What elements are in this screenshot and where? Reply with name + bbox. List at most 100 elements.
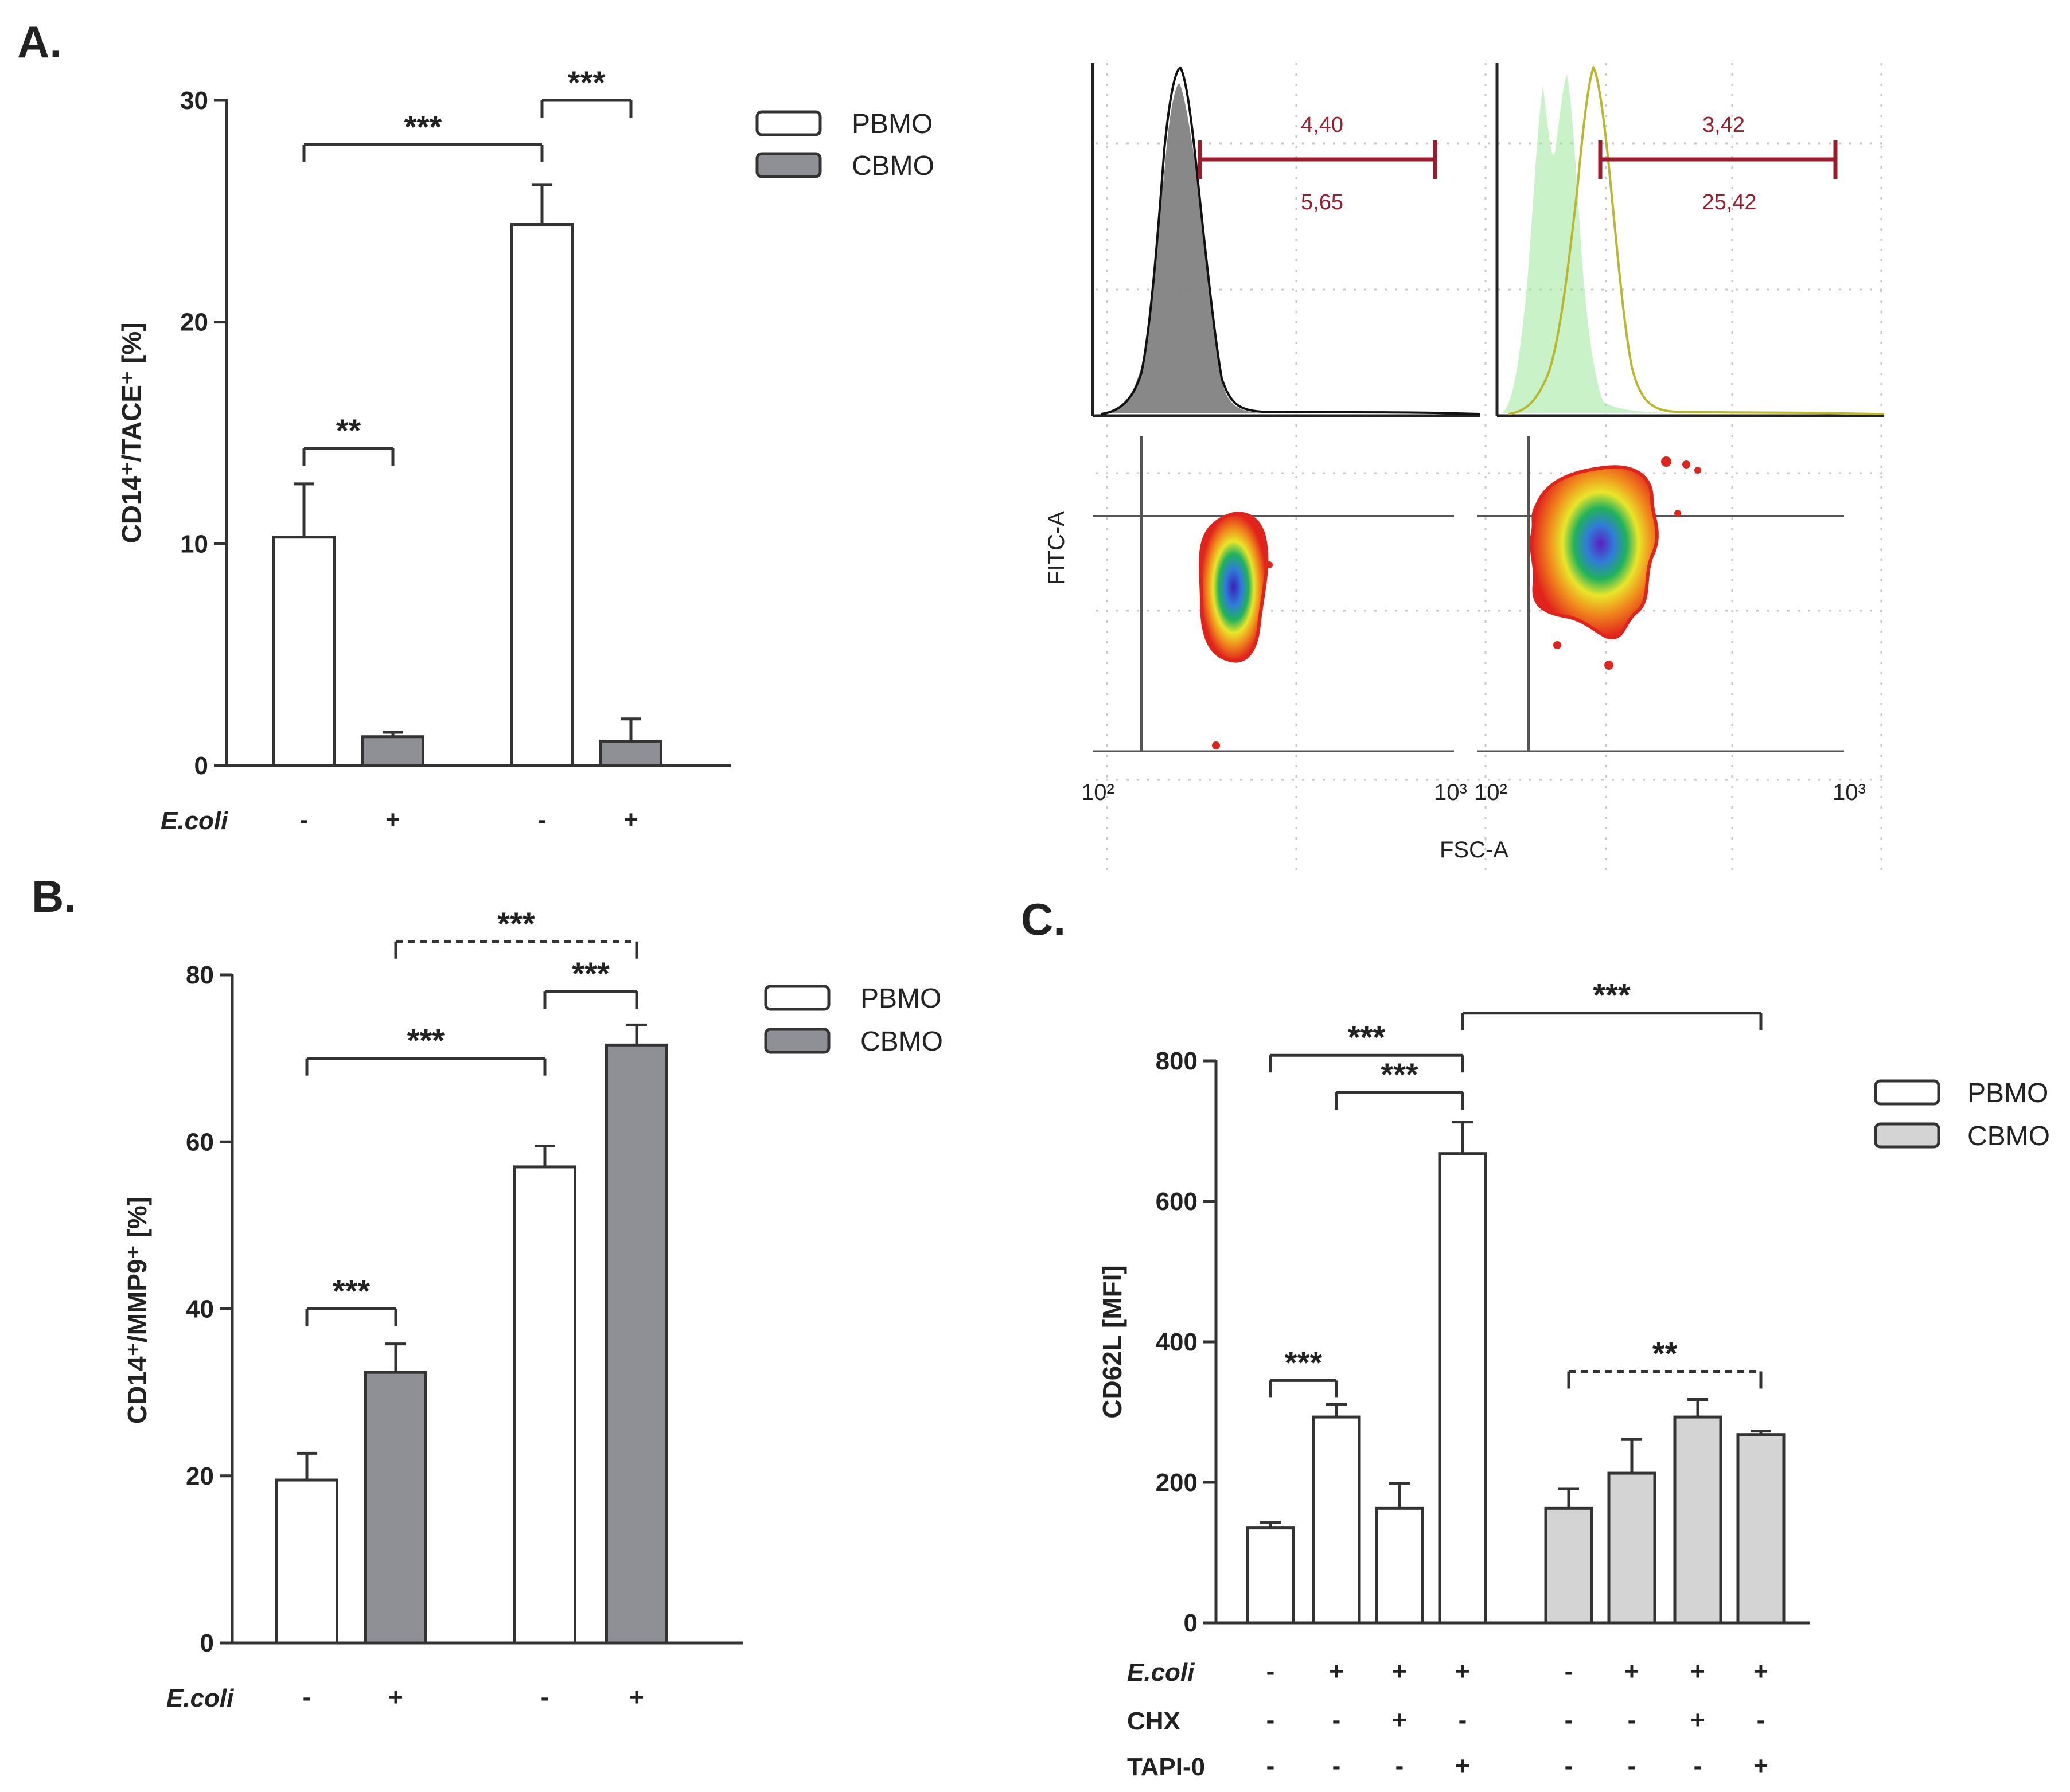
flow-tick-left-high: 10³ (1434, 780, 1467, 805)
condition-row-label: E.coli (166, 1684, 234, 1712)
condition-sign: + (388, 1683, 403, 1711)
sig-label: *** (404, 108, 442, 145)
sig-label: *** (1285, 1344, 1323, 1380)
condition-sign: + (1690, 1706, 1705, 1734)
sig-label: *** (1381, 1056, 1418, 1092)
condition-sign: + (629, 1683, 644, 1711)
flow-tick-right-low: 10² (1474, 780, 1507, 805)
condition-sign: - (538, 806, 547, 834)
legend-a-cbmo-label: CBMO (852, 151, 934, 181)
condition-sign: - (1332, 1752, 1341, 1780)
flow-histogram-left: 4,40 5,65 (1091, 63, 1480, 417)
bar-cbmo (1607, 1471, 1656, 1625)
condition-sign: - (1694, 1752, 1702, 1780)
bar-cbmo (364, 1371, 427, 1645)
density-left-cloud (1199, 512, 1269, 663)
condition-sign: - (1266, 1752, 1275, 1780)
condition-sign: - (1266, 1657, 1275, 1685)
y-tick-label: 20 (186, 1462, 214, 1490)
sig-label: ** (336, 412, 361, 448)
condition-sign: - (541, 1683, 549, 1711)
flow-xlabel: FSC-A (1440, 837, 1508, 862)
condition-sign: + (1624, 1657, 1639, 1685)
y-tick-label: 0 (194, 752, 208, 780)
flow-tick-left-low: 10² (1081, 780, 1114, 805)
legend-c-cbmo-swatch (1874, 1122, 1940, 1149)
y-tick-label: 0 (200, 1629, 214, 1657)
sig-label: *** (1593, 977, 1631, 1013)
condition-sign: - (1757, 1706, 1765, 1734)
sig-label: *** (497, 905, 535, 942)
y-tick-label: 0 (1184, 1609, 1198, 1637)
condition-sign: + (1455, 1752, 1470, 1780)
bar-pbmo (1375, 1506, 1424, 1625)
legend-b: PBMO CBMO (764, 983, 943, 1057)
histogram-right-isotype-fill (1503, 75, 1686, 413)
legend-b-cbmo-swatch (764, 1028, 831, 1054)
condition-sign: + (1455, 1657, 1470, 1685)
chart-c-cd62l: 0 200 400 600 800 CD62L [MFI] - - - + - - + + - + - + - - - +… (1097, 977, 1810, 1781)
bar-pbmo (1246, 1526, 1295, 1625)
condition-sign: + (1392, 1706, 1407, 1734)
condition-sign: + (1392, 1657, 1407, 1685)
density-right-cloud (1530, 465, 1659, 639)
flow-density-left (1093, 436, 1454, 752)
condition-sign: + (1329, 1657, 1344, 1685)
condition-sign: - (1459, 1706, 1467, 1734)
flow-density-right (1477, 436, 1844, 752)
bar-cbmo (1736, 1433, 1786, 1625)
condition-sign: - (1332, 1706, 1341, 1734)
flow-ylabel: FITC-A (1044, 511, 1069, 585)
panel-label-a: A. (17, 17, 62, 67)
sig-label: ** (1652, 1335, 1678, 1371)
legend-a-pbmo-swatch (755, 110, 822, 136)
gate-left-upper-value: 4,40 (1301, 113, 1343, 137)
bar-pbmo (1312, 1415, 1361, 1625)
condition-sign: + (623, 806, 638, 834)
y-tick-label: 80 (186, 961, 214, 989)
bar-pbmo (275, 1478, 338, 1645)
bar-pbmo (513, 1165, 576, 1645)
legend-c-pbmo-swatch (1874, 1079, 1940, 1106)
condition-sign: - (300, 806, 309, 834)
gate-right-upper-value: 3,42 (1702, 113, 1745, 137)
bar-pbmo (510, 223, 574, 767)
legend-a-pbmo-label: PBMO (852, 109, 933, 139)
condition-sign: + (1753, 1752, 1768, 1780)
condition-sign: + (1753, 1657, 1768, 1685)
panel-label-c: C. (1021, 894, 1066, 944)
legend-b-pbmo-label: PBMO (860, 983, 941, 1014)
bar-cbmo (599, 739, 662, 767)
y-axis-label: CD62L [MFI] (1097, 1265, 1127, 1419)
y-axis-label: CD14⁺/MMP9⁺ [%] (122, 1197, 152, 1424)
condition-sign: - (1628, 1752, 1636, 1780)
gate-right-lower-value: 25,42 (1702, 190, 1756, 214)
panel-label-b: B. (32, 871, 76, 922)
legend-b-pbmo-swatch (764, 985, 831, 1011)
sig-label: *** (568, 64, 606, 100)
y-tick-label: 30 (180, 87, 208, 115)
bar-cbmo (1544, 1506, 1593, 1625)
y-tick-label: 800 (1156, 1047, 1198, 1075)
legend-c-pbmo-label: PBMO (1967, 1078, 2048, 1108)
y-tick-label: 60 (186, 1128, 214, 1156)
histogram-left-isotype-fill (1107, 83, 1262, 413)
condition-sign: - (1565, 1706, 1573, 1734)
condition-row-label: E.coli (1127, 1658, 1195, 1686)
bar-cbmo (361, 735, 424, 767)
condition-sign: - (1565, 1752, 1573, 1780)
bar-pbmo (1438, 1152, 1487, 1625)
condition-sign: + (1690, 1657, 1705, 1685)
sig-label: *** (333, 1273, 371, 1309)
sig-label: *** (1348, 1019, 1386, 1055)
condition-sign: - (1565, 1657, 1573, 1685)
y-axis-label: CD14⁺/TACE⁺ [%] (116, 322, 146, 543)
legend-c-cbmo-label: CBMO (1967, 1121, 2050, 1151)
bar-cbmo (605, 1043, 668, 1645)
y-tick-label: 400 (1156, 1328, 1198, 1356)
y-tick-label: 10 (180, 530, 208, 558)
flow-histogram-right: 3,42 25,42 (1495, 63, 1885, 417)
condition-sign: - (1628, 1706, 1636, 1734)
condition-row-label: E.coli (161, 807, 228, 835)
